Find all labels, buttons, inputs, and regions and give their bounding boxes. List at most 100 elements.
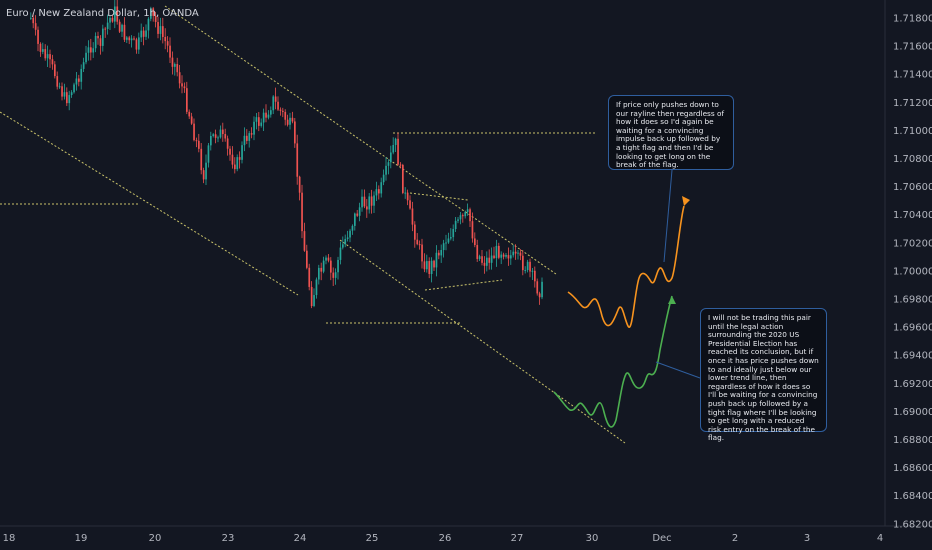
candle-body: [426, 261, 428, 270]
candle-body: [522, 255, 524, 271]
candle-body: [466, 209, 469, 213]
time-axis[interactable]: 18 19 20 23 24 25 26 27 30 Dec 2 3 4: [3, 533, 884, 544]
annotation-note-green[interactable]: I will not be trading this pair until th…: [700, 308, 827, 442]
candle-body: [289, 117, 291, 125]
candle-body: [274, 96, 277, 102]
candle-body: [90, 47, 92, 53]
candle-body: [519, 252, 522, 256]
candle-body: [272, 96, 275, 111]
candle-body: [54, 64, 56, 77]
candle-body: [205, 162, 207, 180]
upper-channel-line[interactable]: [164, 5, 557, 275]
candle-body: [212, 134, 215, 137]
candle-body: [339, 247, 342, 260]
candle-body: [346, 237, 349, 239]
candle-body: [385, 165, 387, 175]
candle-body: [452, 229, 455, 238]
candle-body: [457, 219, 459, 221]
candle-body: [488, 257, 491, 263]
candle-body: [392, 145, 395, 153]
price-tick-label: 1.71000: [893, 126, 932, 137]
candle-body: [198, 140, 200, 149]
candle-body: [145, 30, 147, 37]
candle-body: [538, 293, 541, 298]
candle-body: [118, 21, 121, 32]
price-tick-label: 1.69400: [893, 351, 932, 362]
candle-body: [174, 64, 176, 67]
candle-body: [111, 17, 114, 22]
candle-body: [222, 129, 224, 135]
candle-body: [159, 26, 162, 34]
candle-body: [505, 255, 507, 257]
green-projection-path: [553, 295, 673, 428]
candle-body: [313, 295, 315, 307]
candle-body: [92, 48, 95, 53]
candle-body: [428, 261, 431, 275]
flag-upper-line[interactable]: [409, 192, 469, 201]
candle-body: [61, 86, 63, 97]
price-tick-label: 1.69800: [893, 295, 932, 306]
candle-body: [390, 152, 392, 163]
candle-body: [265, 112, 267, 118]
candle-body: [169, 45, 171, 58]
candle-body: [517, 252, 519, 254]
candle-body: [195, 140, 198, 142]
candle-body: [462, 215, 464, 217]
candle-body: [176, 64, 179, 73]
candle-body: [308, 267, 311, 287]
candle-body: [87, 47, 90, 53]
candle-body: [73, 84, 75, 93]
flag-lower-line[interactable]: [424, 279, 503, 291]
candle-body: [32, 17, 35, 24]
price-tick-label: 1.71200: [893, 98, 932, 109]
candle-body: [351, 225, 354, 231]
candle-body: [250, 133, 253, 135]
candle-body: [493, 255, 495, 259]
candle-body: [344, 238, 347, 245]
orange-arrow-head: [682, 196, 690, 206]
candle-body: [37, 29, 39, 44]
candle-body: [476, 245, 479, 259]
candle-body: [154, 15, 157, 23]
candle-body: [63, 92, 66, 97]
price-tick-label: 1.68600: [893, 463, 932, 474]
candle-body: [164, 36, 167, 42]
candle-body: [387, 162, 390, 166]
candle-body: [510, 255, 512, 259]
candle-body: [378, 189, 380, 194]
candle-body: [320, 267, 323, 272]
annotation-note-orange[interactable]: If price only pushes down to our rayline…: [608, 95, 734, 170]
candle-body: [286, 119, 289, 125]
candle-body: [327, 257, 330, 261]
candle-body: [270, 110, 272, 115]
candle-body: [246, 135, 248, 141]
candle-body: [150, 8, 152, 19]
note-pointer-green: [655, 361, 701, 379]
price-axis[interactable]: 1.71800 1.71600 1.71400 1.71200 1.71000 1.708…: [893, 14, 932, 531]
candle-body: [140, 30, 143, 38]
candle-body: [126, 37, 128, 40]
candle-body: [75, 78, 78, 85]
candle-body: [226, 138, 229, 149]
candle-body: [70, 92, 73, 96]
candle-body: [78, 78, 80, 82]
orange-projection-path: [567, 205, 685, 328]
candle-body: [202, 170, 205, 180]
candle-body: [133, 38, 135, 40]
candle-body: [502, 254, 505, 257]
candle-body: [162, 26, 164, 37]
candle-body: [541, 281, 543, 298]
candle-body: [152, 8, 155, 16]
time-tick-label: 2: [732, 533, 738, 544]
candle-body: [498, 245, 500, 258]
price-tick-label: 1.69600: [893, 323, 932, 334]
candle-body: [435, 252, 438, 268]
time-tick-label: 20: [149, 533, 162, 544]
candle-body: [418, 244, 421, 246]
candle-body: [303, 231, 306, 251]
price-tick-label: 1.70400: [893, 210, 932, 221]
candle-body: [430, 260, 433, 275]
